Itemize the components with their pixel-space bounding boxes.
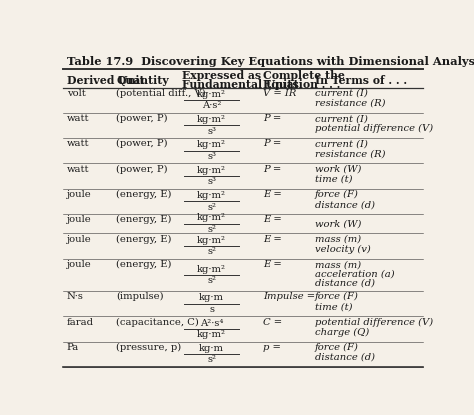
Text: joule: joule: [66, 190, 91, 199]
Text: kg·m²: kg·m²: [197, 330, 226, 339]
Text: kg·m²: kg·m²: [197, 90, 226, 99]
Text: (power, P): (power, P): [116, 114, 168, 123]
Text: force (F): force (F): [315, 190, 358, 199]
Text: A²·s⁴: A²·s⁴: [200, 319, 223, 327]
Text: current (I): current (I): [315, 139, 367, 148]
Text: s³: s³: [207, 152, 216, 161]
Text: distance (d): distance (d): [315, 278, 374, 288]
Text: Table 17.9  Discovering Key Equations with Dimensional Analysis: Table 17.9 Discovering Key Equations wit…: [66, 56, 474, 66]
Text: (power, P): (power, P): [116, 139, 168, 149]
Text: (energy, E): (energy, E): [116, 235, 172, 244]
Text: (energy, E): (energy, E): [116, 190, 172, 199]
Text: (impulse): (impulse): [116, 292, 164, 301]
Text: watt: watt: [66, 165, 89, 173]
Text: s: s: [209, 305, 214, 314]
Text: N·s: N·s: [66, 292, 83, 301]
Text: Quantity: Quantity: [116, 75, 169, 86]
Text: potential difference (V): potential difference (V): [315, 124, 433, 133]
Text: potential difference (V): potential difference (V): [315, 317, 433, 327]
Text: work (W): work (W): [315, 219, 361, 228]
Text: distance (d): distance (d): [315, 200, 374, 209]
Text: kg·m: kg·m: [199, 293, 224, 303]
Text: joule: joule: [66, 215, 91, 224]
Text: Impulse =: Impulse =: [263, 292, 315, 301]
Text: C =: C =: [263, 317, 282, 327]
Text: (pressure, p): (pressure, p): [116, 343, 182, 352]
Text: watt: watt: [66, 139, 89, 148]
Text: V = IR: V = IR: [263, 89, 297, 98]
Text: kg·m²: kg·m²: [197, 236, 226, 245]
Text: s²: s²: [207, 276, 216, 285]
Text: s²: s²: [207, 203, 216, 212]
Text: p =: p =: [263, 343, 281, 352]
Text: In Terms of . . .: In Terms of . . .: [315, 75, 407, 86]
Text: P =: P =: [263, 139, 282, 148]
Text: kg·m²: kg·m²: [197, 115, 226, 124]
Text: E =: E =: [263, 260, 282, 269]
Text: mass (m): mass (m): [315, 260, 361, 269]
Text: s²: s²: [207, 247, 216, 256]
Text: volt: volt: [66, 89, 85, 98]
Text: kg·m²: kg·m²: [197, 265, 226, 273]
Text: Fundamental Units: Fundamental Units: [182, 79, 299, 90]
Text: charge (Q): charge (Q): [315, 327, 369, 337]
Text: Pa: Pa: [66, 343, 79, 352]
Text: (potential diff., V): (potential diff., V): [116, 89, 206, 98]
Text: joule: joule: [66, 260, 91, 269]
Text: force (F): force (F): [315, 292, 358, 301]
Text: (energy, E): (energy, E): [116, 215, 172, 225]
Text: kg·m²: kg·m²: [197, 213, 226, 222]
Text: (capacitance, C): (capacitance, C): [116, 317, 199, 327]
Text: Complete the: Complete the: [263, 70, 345, 81]
Text: current (I): current (I): [315, 89, 367, 98]
Text: Equation . . .: Equation . . .: [263, 79, 340, 90]
Text: kg·m²: kg·m²: [197, 140, 226, 149]
Text: s³: s³: [207, 127, 216, 136]
Text: (energy, E): (energy, E): [116, 260, 172, 269]
Text: velocity (v): velocity (v): [315, 245, 370, 254]
Text: resistance (R): resistance (R): [315, 99, 385, 108]
Text: mass (m): mass (m): [315, 235, 361, 244]
Text: s²: s²: [207, 355, 216, 364]
Text: (power, P): (power, P): [116, 165, 168, 174]
Text: P =: P =: [263, 165, 282, 173]
Text: current (I): current (I): [315, 114, 367, 123]
Text: resistance (R): resistance (R): [315, 149, 385, 159]
Text: E =: E =: [263, 190, 282, 199]
Text: kg·m²: kg·m²: [197, 166, 226, 175]
Text: Expressed as: Expressed as: [182, 70, 262, 81]
Text: time (t): time (t): [315, 175, 352, 184]
Text: E =: E =: [263, 235, 282, 244]
Text: s³: s³: [207, 177, 216, 186]
Text: work (W): work (W): [315, 165, 361, 173]
Text: joule: joule: [66, 235, 91, 244]
Text: s²: s²: [207, 225, 216, 234]
Text: A·s²: A·s²: [202, 101, 221, 110]
Text: distance (d): distance (d): [315, 353, 374, 362]
Text: acceleration (a): acceleration (a): [315, 269, 394, 278]
Text: kg·m: kg·m: [199, 344, 224, 353]
Text: kg·m²: kg·m²: [197, 191, 226, 200]
Text: E =: E =: [263, 215, 282, 224]
Text: force (F): force (F): [315, 343, 358, 352]
Text: farad: farad: [66, 317, 93, 327]
Text: P =: P =: [263, 114, 282, 123]
Text: time (t): time (t): [315, 303, 352, 311]
Text: Derived Unit: Derived Unit: [66, 75, 144, 86]
Text: watt: watt: [66, 114, 89, 123]
